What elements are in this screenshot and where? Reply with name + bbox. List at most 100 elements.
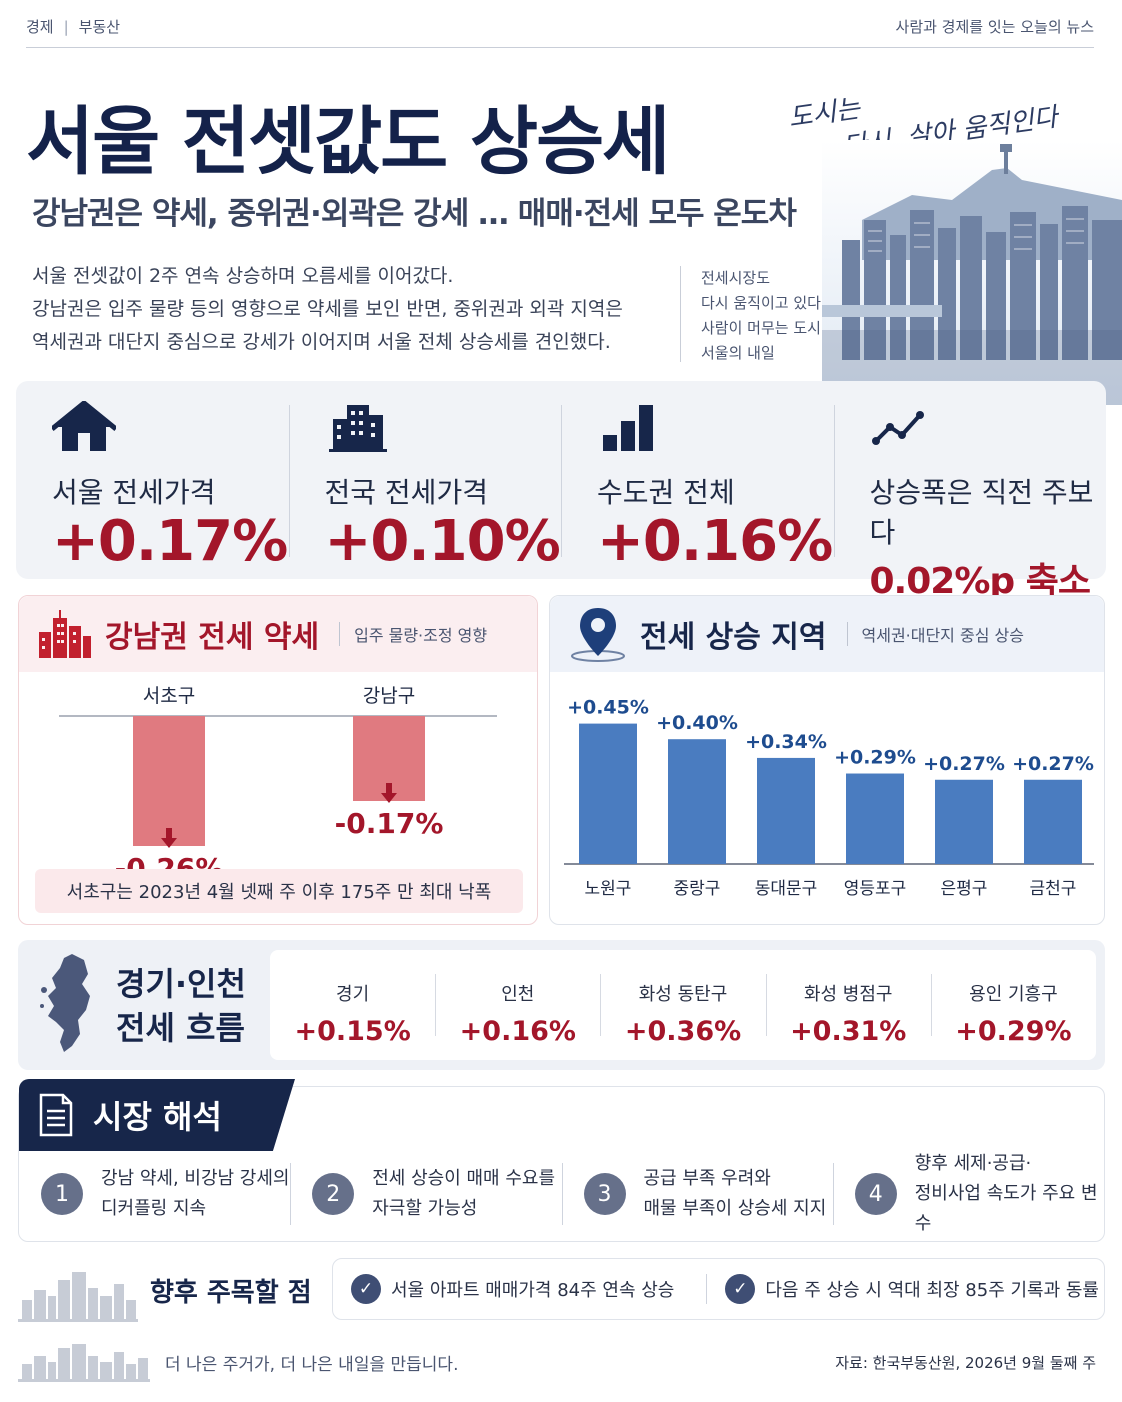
rising-regions-bar-chart: +0.45% 노원구 +0.40% 중랑구 +0.34% 동대문구 +0.29% 영등포구 +0… — [564, 697, 1094, 899]
breadcrumb-section[interactable]: 경제 — [26, 18, 54, 36]
analysis-item: 3 공급 부족 우려와 매물 부족이 상승세 지지 — [561, 1161, 833, 1227]
region-name: 용인 기흥구 — [969, 984, 1058, 1005]
document-icon — [39, 1093, 73, 1137]
bar — [668, 739, 726, 864]
stat-value: +0.16% — [597, 509, 833, 574]
region-card: 인천 +0.16% — [435, 950, 600, 1060]
category-label: 강남구 — [363, 685, 415, 707]
data-label: +0.45% — [567, 697, 649, 719]
region-name: 인천 — [501, 984, 535, 1005]
bar — [579, 723, 637, 864]
analysis-tab: 시장 해석 — [19, 1079, 295, 1151]
side-quote-line: 서울의 내일 — [701, 344, 775, 362]
stat-label: 수도권 전체 — [597, 476, 735, 509]
divider — [706, 1274, 708, 1304]
buildings-icon — [39, 610, 91, 658]
category-label: 중랑구 — [674, 879, 721, 899]
region-value: +0.29% — [955, 1016, 1072, 1047]
region-name: 화성 동탄구 — [638, 984, 728, 1005]
region-name: 경기 — [336, 984, 370, 1005]
category-label: 노원구 — [585, 879, 632, 899]
stat-label: 상승폭은 직전 주보다 — [869, 476, 1094, 549]
gyeonggi-cards: 경기 +0.15% 인천 +0.16% 화성 동탄구 +0.36% 화성 병점구 +0.… — [270, 950, 1096, 1060]
item-line: 공급 부족 우려와 — [643, 1168, 771, 1189]
side-quote-line: 전세시장도 — [701, 269, 771, 287]
item-line: 디커플링 지속 — [101, 1198, 207, 1219]
item-line: 강남 약세, 비강남 강세의 — [101, 1168, 290, 1189]
analysis-item: 4 향후 세제·공급· 정비사업 속도가 주요 변수 — [832, 1153, 1104, 1234]
data-label: +0.34% — [745, 731, 827, 753]
down-arrow-icon — [161, 828, 177, 848]
data-label: +0.27% — [923, 753, 1005, 775]
stat-label: 전국 전세가격 — [324, 476, 488, 509]
city-skyline-illustration — [822, 140, 1122, 405]
stat-value: +0.17% — [52, 509, 288, 574]
item-number: 1 — [41, 1173, 83, 1215]
region-card: 화성 동탄구 +0.36% — [600, 950, 765, 1060]
gangnam-note: 서초구는 2023년 4월 넷째 주 이후 175주 만 최대 낙폭 — [35, 869, 523, 913]
bar — [757, 757, 815, 864]
side-quote-line: 다시 움직이고 있다, — [701, 294, 826, 312]
region-card: 경기 +0.15% — [270, 950, 435, 1060]
data-label: +0.40% — [656, 712, 738, 734]
item-text: 전세 상승이 매매 수요를 자극할 가능성 — [372, 1164, 555, 1224]
analysis-item: 2 전세 상승이 매매 수요를 자극할 가능성 — [290, 1161, 561, 1227]
masthead-tagline: 사람과 경제를 잇는 오늘의 뉴스 — [895, 18, 1094, 36]
side-quote-line: 사람이 머무는 도시, — [701, 319, 826, 337]
breadcrumb-separator: | — [63, 18, 69, 36]
watch-item: ✓ 다음 주 상승 시 역대 최장 85주 기록과 동률 — [707, 1274, 1099, 1304]
bar — [935, 779, 993, 864]
bar — [133, 716, 205, 846]
top-bar: 경제 | 부동산 사람과 경제를 잇는 오늘의 뉴스 — [26, 16, 1094, 48]
region-card: 용인 기흥구 +0.29% — [930, 950, 1096, 1060]
item-text: 향후 세제·공급· 정비사업 속도가 주요 변수 — [915, 1149, 1104, 1239]
category-label: 금천구 — [1030, 879, 1077, 899]
watch-points-heading: 향후 주목할 점 — [18, 1262, 318, 1322]
stat-label: 서울 전세가격 — [52, 476, 216, 509]
item-line: 향후 세제·공급· — [914, 1153, 1032, 1174]
item-line: 전세 상승이 매매 수요를 — [372, 1168, 556, 1189]
intro-line: 서울 전셋값이 2주 연속 상승하며 오름세를 이어갔다. — [32, 265, 454, 287]
intro-paragraph: 서울 전셋값이 2주 연속 상승하며 오름세를 이어갔다. 강남권은 입주 물량… — [32, 260, 672, 359]
panel-title: 강남권 전세 약세 — [105, 620, 320, 655]
intro-line: 강남권은 입주 물량 등의 영향으로 약세를 보인 반면, 중위권과 외곽 지역… — [32, 298, 623, 320]
jeonse-rise-panel: 전세 상승 지역 역세권·대단지 중심 상승 +0.45% 노원구 +0.40% 중랑… — [549, 595, 1105, 925]
data-label: -0.26% — [115, 852, 224, 872]
stat-capital-area: 수도권 전체 +0.16% — [561, 381, 834, 579]
watch-title: 향후 주목할 점 — [150, 1278, 312, 1308]
data-label: -0.17% — [335, 807, 444, 840]
bar — [846, 773, 904, 864]
intro-line: 역세권과 대단지 중심으로 강세가 이어지며 서울 전체 상승세를 견인했다. — [32, 331, 611, 353]
category-label: 은평구 — [941, 879, 988, 899]
data-label: +0.29% — [834, 747, 916, 769]
check-icon: ✓ — [351, 1274, 381, 1304]
footer-source: 자료: 한국부동산원, 2026년 9월 둘째 주 — [835, 1354, 1096, 1372]
korea-map-icon — [40, 954, 90, 1052]
region-name: 화성 병점구 — [803, 984, 893, 1005]
bar — [1024, 779, 1082, 864]
key-stats-panel: 서울 전세가격 +0.17% 전국 전세가격 +0.10% 수도권 전체 +0. — [16, 381, 1106, 602]
region-value: +0.36% — [624, 1016, 742, 1047]
gangnam-weak-panel: 강남권 전세 약세 입주 물량·조정 영향 서초구 -0.26% 강남구 -0.17%… — [18, 595, 538, 925]
analysis-title: 시장 해석 — [93, 1098, 222, 1136]
category-label: 서초구 — [143, 685, 195, 707]
subheadline: 강남권은 약세, 중위권·외곽은 강세 … 매매·전세 모두 온도차 — [32, 196, 797, 232]
panel-subtitle: 역세권·대단지 중심 상승 — [846, 622, 1024, 646]
region-card: 화성 병점구 +0.31% — [765, 950, 931, 1060]
side-quote: 전세시장도 다시 움직이고 있다, 사람이 머무는 도시, 서울의 내일 — [680, 266, 826, 362]
breadcrumb-subsection[interactable]: 부동산 — [78, 18, 121, 36]
stat-value: +0.10% — [324, 509, 561, 574]
footer-slogan: 더 나은 주거가, 더 나은 내일을 만듭니다. — [165, 1355, 459, 1375]
region-value: +0.15% — [294, 1016, 411, 1047]
region-value: +0.31% — [790, 1016, 907, 1047]
stat-national-jeonse: 전국 전세가격 +0.10% — [288, 381, 562, 579]
breadcrumb: 경제 | 부동산 — [26, 16, 120, 47]
region-value: +0.16% — [459, 1016, 576, 1047]
item-line: 매물 부족이 상승세 지지 — [643, 1198, 827, 1219]
headline: 서울 전셋값도 상승세 — [26, 99, 670, 185]
down-arrow-icon — [381, 783, 397, 803]
